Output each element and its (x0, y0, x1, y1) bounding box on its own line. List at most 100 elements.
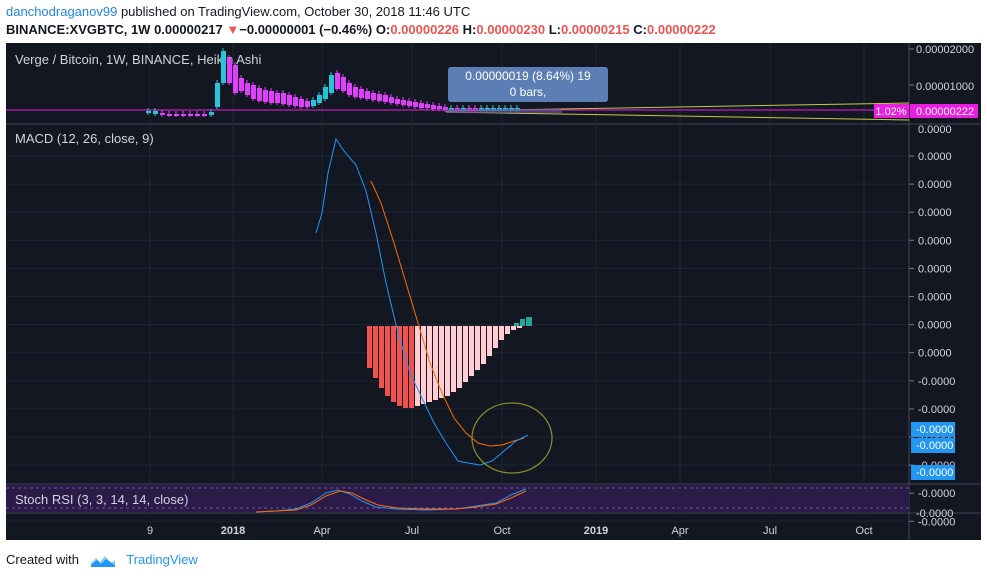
histogram-bar (427, 326, 432, 402)
candle-body (195, 114, 200, 116)
macd-highlight-label: -0.0000 (916, 424, 953, 436)
price-tick: 0.00002000 (916, 44, 974, 56)
open-value: 0.00000226 (390, 22, 460, 37)
time-scale[interactable]: 9 2018 Apr Jul Oct 2019 Apr Jul Oct (147, 525, 873, 537)
time-tick-label: Oct (855, 525, 872, 537)
histogram-bar (421, 326, 426, 404)
histogram-bar (487, 326, 492, 356)
macd-tick-label: 0.0000 (918, 292, 952, 304)
candle-body (437, 106, 442, 109)
measure-tooltip-line1: 0.00000019 (8.64%) 19 (465, 69, 591, 83)
histogram-bar (415, 326, 420, 406)
trend-line-lower[interactable] (445, 111, 910, 121)
publish-line: danchodraganov99 published on TradingVie… (6, 4, 470, 19)
low-label: L: (548, 22, 561, 37)
macd-tick-label: 0.0000 (918, 348, 952, 360)
candle-body (257, 88, 262, 101)
histogram-bar (511, 326, 516, 330)
macd-highlight-badge (911, 422, 955, 437)
histogram-bar (481, 326, 486, 364)
tradingview-logo-icon (90, 556, 115, 568)
macd-tick-label: 0.0000 (918, 179, 952, 191)
time-tick-label: Apr (313, 525, 330, 537)
created-with-label: Created with (6, 552, 79, 567)
candle-body (425, 104, 430, 108)
candle-body (359, 89, 364, 98)
time-tick-label: 9 (147, 525, 153, 537)
histogram-bar (367, 326, 372, 368)
macd-pane-title: MACD (12, 26, close, 9) (15, 131, 154, 146)
candle-body (263, 90, 268, 102)
candle-body (215, 83, 220, 107)
candle-body (275, 93, 280, 103)
candle-body (443, 107, 448, 110)
macd-highlight-badge (911, 438, 955, 453)
macd-highlight-label: -0.0000 (916, 467, 953, 479)
candle-body (377, 94, 382, 101)
ohlc-line: BINANCE:XVGBTC, 1W 0.00000217 ▼−0.000000… (6, 22, 716, 37)
stoch-tick: -0.0000 (916, 508, 953, 520)
histogram-bar (409, 326, 414, 408)
candle-body (305, 101, 310, 107)
price-value: 0.00000222 (916, 106, 974, 118)
candle-body (239, 78, 244, 91)
candle-body (251, 85, 256, 99)
footer: Created with TradingView (6, 552, 198, 568)
candle-body (221, 51, 226, 83)
histogram-bar (499, 326, 504, 340)
price-percent: 1.02% (875, 106, 906, 118)
histogram-bar (469, 326, 474, 376)
candle-body (209, 112, 214, 115)
price-scale-background (909, 43, 981, 540)
candle-body (233, 65, 238, 93)
histogram-bar (385, 326, 390, 396)
macd-highlight-badge (911, 465, 955, 480)
candle-body (353, 87, 358, 97)
histogram-bar (457, 326, 462, 388)
main-pane-title: Verge / Bitcoin, 1W, BINANCE, Heikin Ash… (15, 52, 261, 67)
histogram-bar (493, 326, 498, 348)
low-value: 0.00000215 (560, 22, 630, 37)
macd-tick-label: -0.0000 (918, 488, 955, 500)
histogram-bar (397, 326, 402, 406)
candle-body (365, 91, 370, 99)
candle-body (293, 97, 298, 106)
candle-body (407, 101, 412, 106)
price-change: −0.00000001 (−0.46%) (239, 22, 373, 37)
macd-signal-line (370, 180, 525, 447)
tradingview-link[interactable]: TradingView (126, 552, 198, 567)
stoch-k-line (255, 488, 527, 513)
candle-body (323, 87, 328, 99)
price-tick: 0.00001000 (916, 81, 974, 93)
candle-body (188, 114, 193, 116)
histogram-bar (514, 323, 519, 326)
candle-body (269, 91, 274, 103)
candle-body (401, 100, 406, 105)
candle-body (395, 99, 400, 104)
histogram-bar (520, 319, 525, 326)
chart-canvas[interactable]: Verge / Bitcoin, 1W, BINANCE, Heikin Ash… (6, 43, 981, 543)
candle-body (174, 114, 179, 116)
time-tick-label: Apr (671, 525, 688, 537)
candle-body (329, 75, 334, 93)
macd-tick-label: -0.0000 (918, 404, 955, 416)
macd-tick-label: -0.0000 (918, 516, 955, 528)
author-link[interactable]: danchodraganov99 (6, 4, 118, 19)
stoch-d-line (255, 490, 527, 513)
macd-tick-label: 0.0000 (918, 151, 952, 163)
annotation-ellipse[interactable] (471, 402, 553, 474)
close-label: C: (633, 22, 647, 37)
candle-body (153, 111, 158, 114)
histogram-bar (373, 326, 378, 378)
macd-price-scale[interactable]: 0.0000 0.0000 0.0000 0.0000 0.0000 0.0000 0.00… (909, 151, 955, 528)
macd-line (315, 137, 529, 466)
macd-highlight-label: -0.0000 (916, 440, 953, 452)
candle-body (431, 105, 436, 109)
last-price: 0.00000217 (154, 22, 223, 37)
candle-body (413, 102, 418, 107)
candle-body (181, 114, 186, 116)
measure-range (446, 109, 562, 113)
vertical-grid (149, 43, 865, 513)
histogram-bar (379, 326, 384, 388)
measure-tooltip-line2: 0 bars, (510, 85, 547, 99)
